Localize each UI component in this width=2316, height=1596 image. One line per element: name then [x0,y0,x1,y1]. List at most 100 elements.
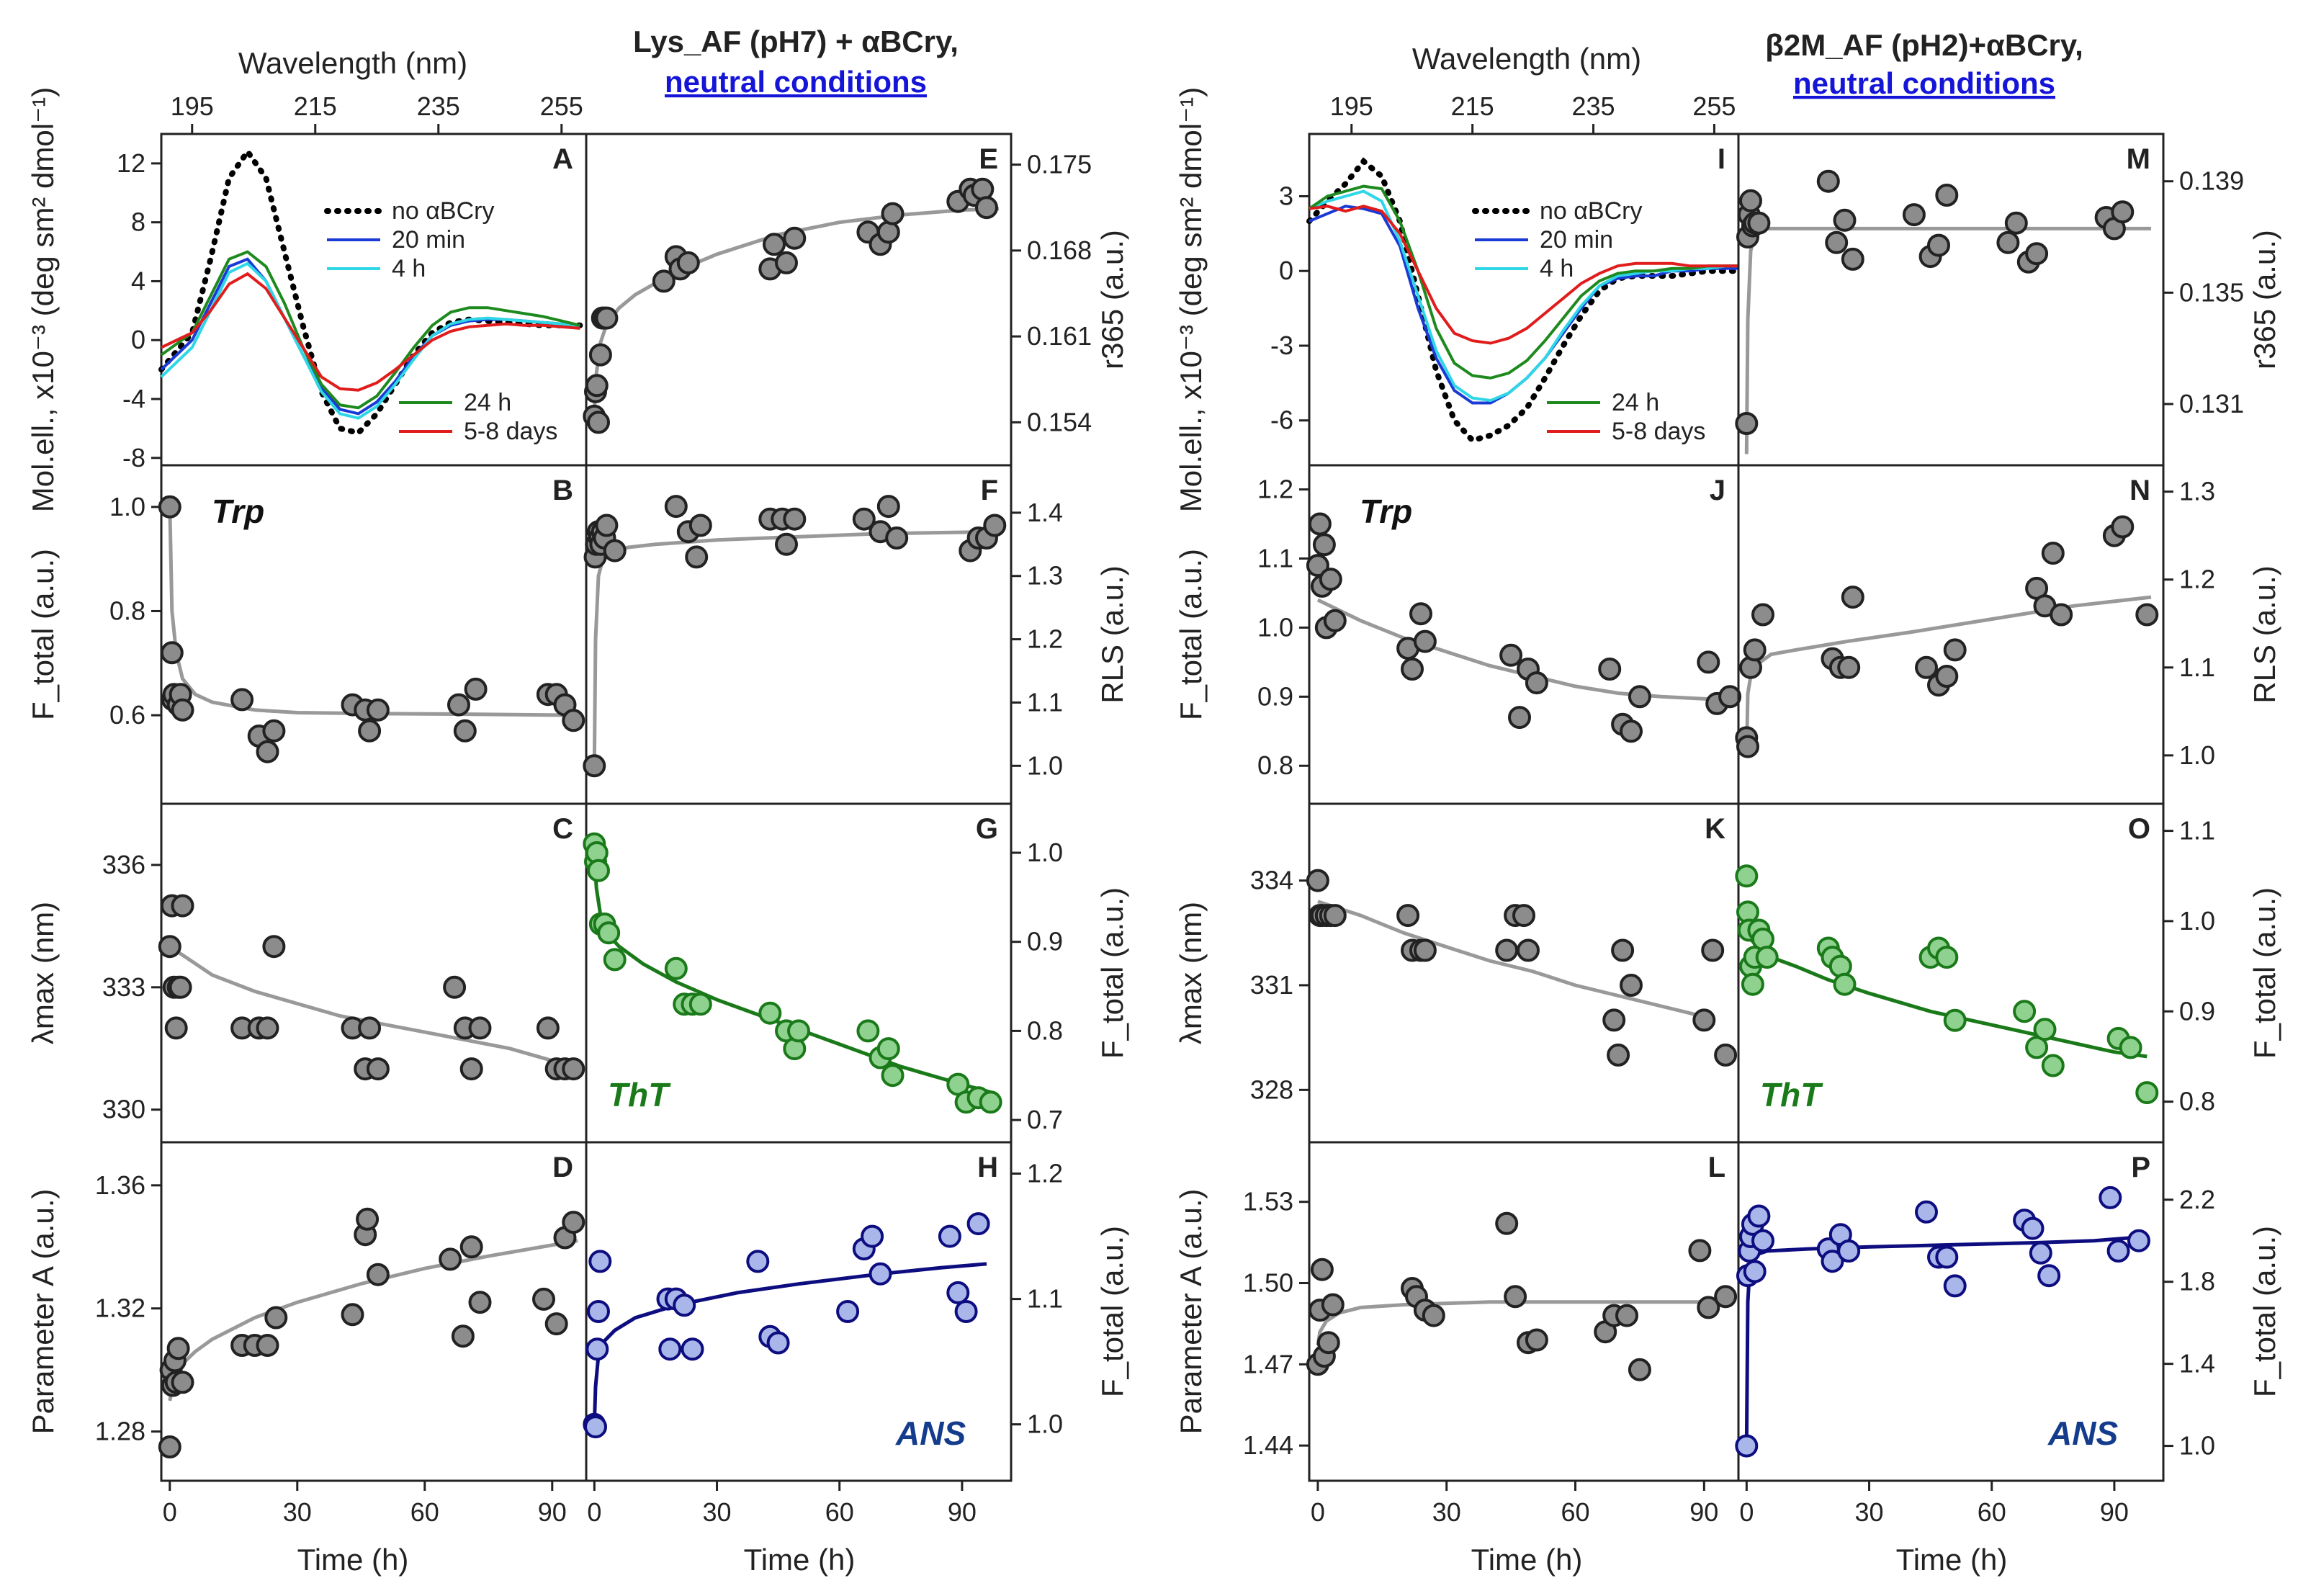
y-tick-label: -3 [1270,331,1293,360]
data-point [783,507,807,531]
data-point [2041,542,2065,565]
data-point [1312,533,1336,557]
x-tick-label: 30 [703,1497,732,1527]
x-tick-label: 0 [587,1497,601,1527]
data-point [447,693,470,717]
data-point [658,1337,682,1361]
data-point [358,719,382,743]
data-point [664,956,688,980]
x-tick-label: 90 [1689,1497,1718,1527]
data-point [169,975,192,999]
panel-j: J 0.8 0.9 1.0 1.1 1.2 F_total (a.u.) Trp [1174,464,1742,805]
data-point [366,1263,390,1286]
series-line-24-h [160,250,580,410]
data-point [1697,1296,1720,1319]
y-tick-label: 1.2 [2179,565,2215,594]
data-point [1735,864,1759,888]
x-tick-label: 235 [1571,91,1615,121]
data-point [1996,230,2020,254]
y-axis-label: F_total (a.u.) [26,549,60,720]
data-point [459,1057,483,1081]
y-tick-label: 1.44 [1243,1430,1293,1460]
data-point [2099,1185,2122,1209]
data-point [597,921,621,945]
legend-label: 24 h [1612,389,1659,416]
data-point [262,719,286,743]
panel-letter: O [2128,813,2150,845]
y-tick-label: 1.0 [2179,740,2215,770]
data-point [1902,203,1926,227]
fit-curve [1744,226,2151,454]
y-tick-label: 0.175 [1027,150,1092,179]
data-point [1602,1008,1626,1032]
y-axis-label: r365 (a.u.) [2248,230,2281,369]
y-tick-label: 0 [131,325,145,354]
data-point [468,1291,492,1314]
data-point [1396,904,1420,928]
legend-label: no αBCry [1540,197,1642,225]
panel-letter: L [1708,1152,1725,1183]
data-point [1598,658,1622,681]
y-tick-label: 1.1 [1027,687,1063,717]
series-line-4-h [1309,189,1738,403]
panel-letter: M [2127,143,2150,175]
y-tick-label: 0.8 [1257,750,1293,780]
panel-letter: J [1710,475,1725,506]
fit-curve [592,1262,987,1425]
data-point [1825,230,1849,254]
y-axis-label: r365 (a.u.) [1095,230,1129,369]
panel-tag: ANS [895,1415,966,1452]
data-point [160,641,184,665]
data-point [1743,1260,1767,1283]
panel-letter: K [1705,813,1725,845]
data-point [2033,1018,2057,1041]
data-point [1495,1211,1519,1235]
panel-tag: ANS [2047,1415,2118,1452]
data-point [1628,685,1651,709]
data-point [171,894,194,918]
data-point [587,858,610,882]
fit-curve [1744,595,2152,756]
y-tick-label: 1.2 [1027,624,1063,654]
x-tick-label: 255 [540,91,583,121]
data-point [158,1435,181,1458]
y-tick-label: 330 [102,1095,145,1124]
x-tick-label: 0 [1739,1497,1754,1527]
y-tick-label: 1.47 [1243,1349,1293,1378]
y-tick-label: 331 [1250,970,1293,1000]
data-point [1833,972,1857,996]
y-tick-label: 333 [102,972,145,1002]
y-tick-label: 1.36 [95,1170,145,1200]
data-point [2135,1081,2159,1105]
y-axis-label: Parameter A (a.u.) [26,1189,60,1435]
data-point [2111,515,2135,539]
legend-label: 24 h [464,389,511,416]
data-point [256,1016,279,1040]
data-point [652,269,676,293]
y-axis-label: F_total (a.u.) [2248,887,2281,1059]
data-point [544,1312,568,1336]
y-axis-label: F_total (a.u.) [1095,1226,1129,1397]
data-point [585,374,609,398]
data-point [2013,1000,2037,1023]
wavelength-label-left: Wavelength (nm) [238,46,467,80]
panel-h: H 1.0 1.1 1.2 F_total (a.u.) 0 30 60 90 ANS [583,1141,1129,1527]
y-tick-label: 1.28 [95,1417,145,1446]
panel-c: C 330 333 336 λmax (nm) [26,802,588,1144]
data-point [1323,904,1347,928]
data-point [1628,1358,1651,1381]
legend-label: 5-8 days [1612,418,1705,445]
y-tick-label: 1.53 [1243,1187,1293,1216]
data-point [2127,1229,2150,1252]
data-point [584,1415,607,1439]
series-line-no-bcry [1306,157,1741,444]
data-point [2004,211,2028,235]
y-tick-label: 12 [117,148,145,178]
data-point [158,495,181,519]
data-point [1688,1239,1712,1263]
y-tick-label: 0.131 [2179,389,2244,418]
y-tick-label: 1.0 [1027,1409,1063,1439]
y-axis-label: F_total (a.u.) [2248,1226,2281,1397]
y-tick-label: 1.8 [2179,1267,2215,1296]
data-point [1751,1229,1774,1252]
